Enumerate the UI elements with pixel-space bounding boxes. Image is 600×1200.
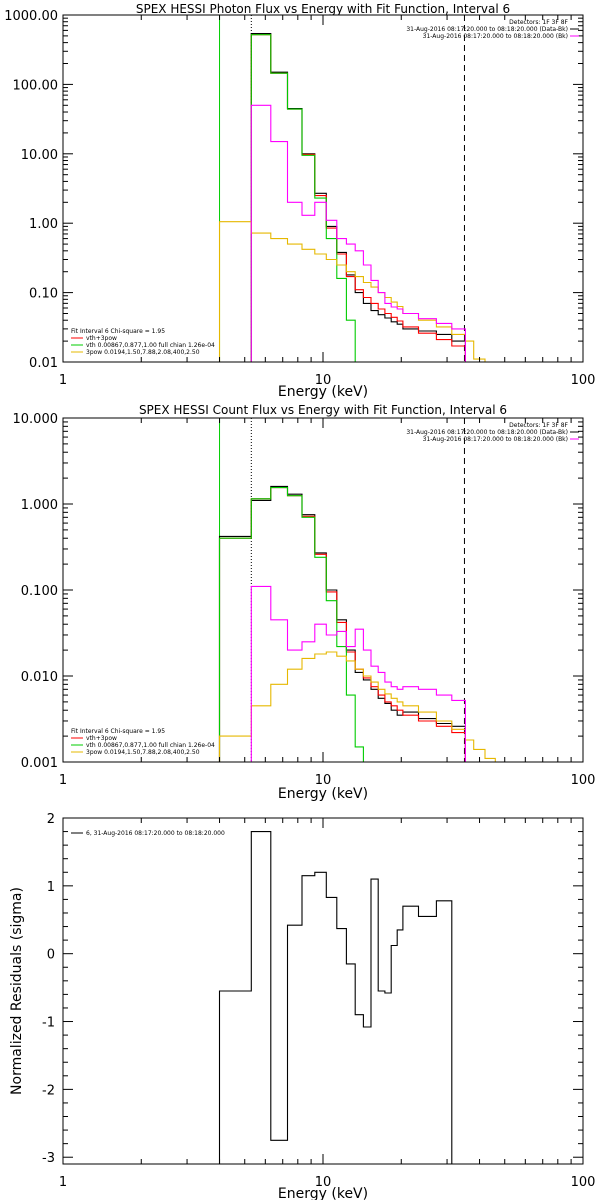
header-line-2: 31-Aug-2016 08:17:20.000 to 08:18:20.000… bbox=[423, 33, 568, 40]
y-tick-label: 0 bbox=[47, 948, 55, 963]
header-line-0: Detectors: 1F 3F 8F bbox=[509, 19, 568, 26]
y-tick-label: 0.010 bbox=[21, 670, 58, 685]
y-tick-label: -3 bbox=[42, 1151, 55, 1166]
panel-photon-flux: SPEX HESSI Photon Flux vs Energy with Fi… bbox=[4, 2, 595, 400]
y-tick-label: 100.00 bbox=[13, 78, 59, 93]
y-tick-label: -2 bbox=[42, 1083, 55, 1098]
y-tick-label: 10.000 bbox=[13, 412, 59, 427]
legend-entry-3: 3pow 0.0194,1.50,7.88,2.08,400,2.50 bbox=[86, 749, 200, 756]
series-residuals bbox=[218, 831, 466, 1164]
x-tick-label: 10 bbox=[315, 373, 332, 388]
x-tick-label: 100 bbox=[571, 773, 596, 788]
y-axis-label: Normalized Residuals (sigma) bbox=[9, 887, 25, 1095]
y-tick-label: 1 bbox=[47, 880, 55, 895]
legend-entry-1: vth+3pow bbox=[86, 335, 117, 342]
legend-entry-3: 3pow 0.0194,1.50,7.88,2.08,400,2.50 bbox=[86, 349, 200, 356]
y-tick-label: -1 bbox=[42, 1016, 55, 1031]
series-3pow bbox=[218, 221, 486, 362]
x-axis-label: Energy (keV) bbox=[278, 384, 368, 400]
series-data bbox=[218, 485, 466, 762]
x-tick-label: 1 bbox=[59, 773, 67, 788]
x-tick-label: 1 bbox=[59, 373, 67, 388]
y-tick-label: 0.10 bbox=[29, 287, 58, 302]
legend-entry-1: vth+3pow bbox=[86, 735, 117, 742]
series-bk bbox=[250, 585, 466, 762]
series-group bbox=[218, 33, 486, 362]
y-tick-label: 1000.00 bbox=[4, 9, 58, 24]
legend-entry-2: vth 0.00867,0.877,1.00 full chian 1.26e-… bbox=[86, 742, 215, 749]
y-tick-label: 1.000 bbox=[21, 498, 58, 513]
panel-count-flux: SPEX HESSI Count Flux vs Energy with Fit… bbox=[13, 403, 596, 802]
header-line-2: 31-Aug-2016 08:17:20.000 to 08:18:20.000… bbox=[423, 436, 568, 443]
legend-entry-0: Fit Interval 6 Chi-square = 1.95 bbox=[71, 328, 165, 335]
plot-frame bbox=[62, 817, 584, 1165]
x-tick-label: 1 bbox=[59, 1175, 67, 1190]
x-axis-label: Energy (keV) bbox=[278, 1186, 368, 1200]
legend-entry-2: vth 0.00867,0.877,1.00 full chian 1.26e-… bbox=[86, 342, 215, 349]
y-tick-label: 10.00 bbox=[21, 148, 58, 163]
legend-entry-0: Fit Interval 6 Chi-square = 1.95 bbox=[71, 728, 165, 735]
series-data bbox=[250, 33, 466, 362]
x-axis-label: Energy (keV) bbox=[278, 786, 368, 802]
series-vth_3pow bbox=[250, 34, 466, 362]
x-tick-label: 100 bbox=[571, 373, 596, 388]
series-group bbox=[218, 485, 496, 762]
y-tick-label: 0.01 bbox=[29, 356, 58, 371]
series-bk bbox=[250, 104, 466, 362]
chart-title: SPEX HESSI Photon Flux vs Energy with Fi… bbox=[136, 2, 510, 16]
x-tick-label: 100 bbox=[571, 1175, 596, 1190]
plot-frame bbox=[62, 14, 584, 363]
header-line-0: Detectors: 1F 3F 8F bbox=[509, 422, 568, 429]
series-group bbox=[218, 831, 466, 1164]
plot-frame bbox=[62, 417, 584, 763]
x-tick-label: 10 bbox=[315, 773, 332, 788]
panel-residuals: 1 10 100 -3 -2 -1 0 1 2 Energy (keV) Normalized Re… bbox=[9, 812, 595, 1200]
y-tick-label: 0.001 bbox=[21, 756, 58, 771]
y-tick-label: 0.100 bbox=[21, 584, 58, 599]
legend-entry-0: 6, 31-Aug-2016 08:17:20.000 to 08:18:20.… bbox=[86, 830, 225, 837]
series-vth bbox=[218, 487, 364, 762]
y-tick-label: 2 bbox=[47, 812, 55, 827]
chart-title: SPEX HESSI Count Flux vs Energy with Fit… bbox=[139, 403, 507, 417]
series-vth bbox=[250, 34, 356, 362]
header-line-1: 31-Aug-2016 08:17:20.000 to 08:18:20.000… bbox=[406, 429, 568, 436]
y-tick-label: 1.00 bbox=[29, 217, 58, 232]
header-line-1: 31-Aug-2016 08:17:20.000 to 08:18:20.000… bbox=[406, 26, 568, 33]
series-vth_3pow bbox=[218, 487, 466, 762]
x-tick-label: 10 bbox=[315, 1175, 332, 1190]
